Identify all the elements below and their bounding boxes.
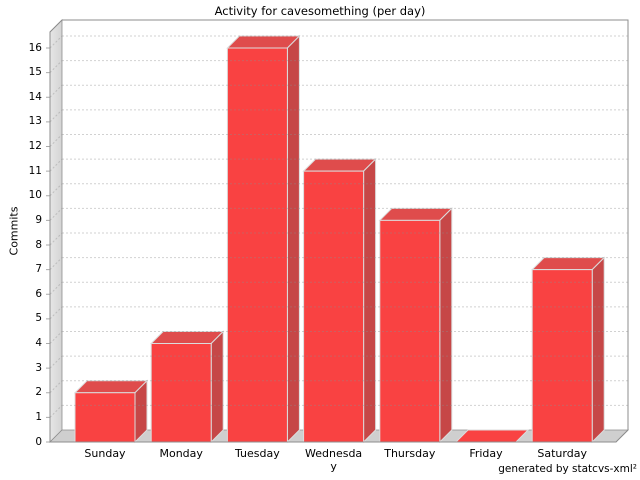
y-tick-label-6: 6	[35, 287, 42, 300]
bar-monday	[150, 343, 212, 443]
gridline-wall-segment	[49, 60, 63, 73]
bar-saturday	[531, 269, 593, 443]
wall-3d-left	[49, 19, 63, 443]
bar-thursday	[379, 219, 441, 443]
bar-wednesday-side	[363, 157, 377, 444]
gridline-wall-segment	[49, 109, 63, 123]
x-axis-label-sunday: Sunday	[84, 447, 126, 460]
gridline-wall-segment	[49, 355, 63, 369]
bar-friday	[454, 429, 530, 443]
gridline-wall-segment	[49, 134, 63, 147]
bar-monday-side	[210, 330, 224, 444]
chart-title: Activity for cavesomething (per day)	[214, 4, 426, 18]
y-tick-label-7: 7	[35, 263, 42, 276]
x-axis-label-tuesday: Tuesday	[235, 447, 280, 460]
y-tick-label-4: 4	[35, 337, 42, 349]
bar-sunday	[74, 392, 136, 443]
gridline-wall-segment	[49, 158, 63, 172]
y-tick-label-10: 10	[28, 189, 42, 202]
gridline-wall-segment	[49, 183, 63, 197]
x-axis-label-monday: Monday	[159, 447, 203, 460]
x-axis-label-wednesday: Wednesday	[305, 447, 363, 473]
y-tick-label-12: 12	[28, 140, 42, 152]
gridline-wall-segment	[49, 257, 63, 270]
gridline-wall-segment	[49, 35, 63, 49]
y-tick-label-16: 16	[28, 41, 42, 54]
y-tick-label-1: 1	[35, 410, 42, 423]
y-tick-label-9: 9	[35, 213, 42, 226]
y-tick-label-11: 11	[28, 164, 42, 177]
x-axis-label-saturday: Saturday	[537, 447, 587, 460]
gridline-wall-segment	[49, 281, 63, 295]
y-tick-label-0: 0	[35, 435, 42, 448]
y-tick-label-3: 3	[35, 361, 42, 374]
bar-saturday-side	[591, 256, 605, 444]
gridline-wall-segment	[49, 405, 63, 418]
bar-tuesday-side	[286, 34, 300, 444]
gridline-wall-segment	[49, 331, 63, 344]
generated-by-credit: generated by statcvs-xml²	[498, 463, 637, 475]
y-tick-label-5: 5	[35, 312, 42, 325]
y-tick-label-15: 15	[28, 66, 42, 79]
x-axis-label-friday: Friday	[469, 447, 503, 460]
gridline-wall-segment	[49, 306, 63, 320]
gridline-wall-segment	[49, 208, 63, 221]
plot-border	[49, 19, 629, 443]
gridline-wall-segment	[49, 84, 63, 98]
y-tick-label-14: 14	[28, 90, 42, 103]
bar-wednesday	[303, 170, 365, 443]
x-axis-label-thursday: Thursday	[384, 447, 436, 460]
gridline-wall-segment	[49, 232, 63, 246]
y-tick-label-2: 2	[35, 386, 42, 399]
bar-tuesday	[226, 47, 288, 443]
y-tick-label-8: 8	[35, 238, 42, 251]
bar-thursday-side	[439, 207, 453, 444]
gridline-wall-segment	[49, 380, 63, 394]
y-tick-label-13: 13	[28, 115, 42, 128]
